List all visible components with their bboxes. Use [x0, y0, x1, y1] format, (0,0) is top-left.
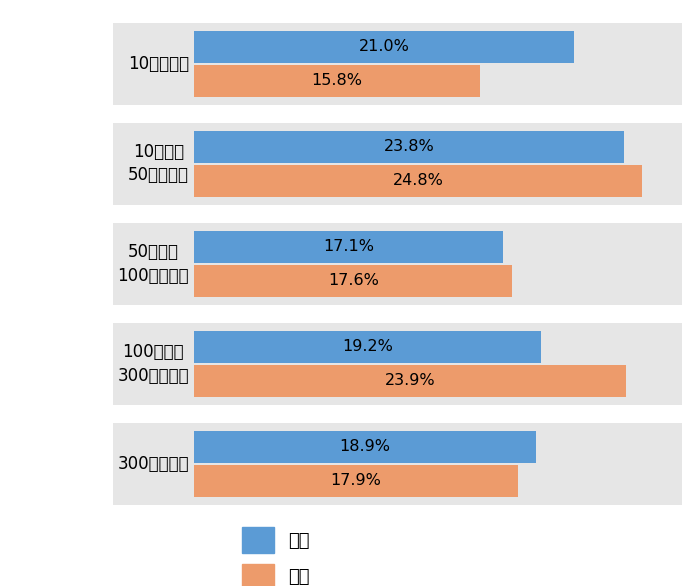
Text: 21.0%: 21.0%	[359, 39, 409, 54]
Text: 300万円以上: 300万円以上	[117, 455, 189, 473]
Bar	[194, 431, 536, 463]
Text: 100万円〜
300万円未満: 100万円〜 300万円未満	[117, 343, 189, 384]
Text: 19.2%: 19.2%	[342, 339, 393, 355]
Text: 17.1%: 17.1%	[323, 239, 374, 254]
Text: 17.6%: 17.6%	[328, 273, 379, 288]
Bar	[194, 231, 503, 263]
Bar	[194, 64, 480, 97]
Bar	[113, 122, 682, 205]
Text: 24.8%: 24.8%	[393, 173, 444, 188]
Text: 10万円〜
50万円未満: 10万円〜 50万円未満	[128, 143, 189, 185]
Text: 15.8%: 15.8%	[312, 73, 362, 88]
Text: 10万円未満: 10万円未満	[128, 54, 189, 73]
Bar	[194, 465, 518, 497]
Bar	[194, 131, 625, 163]
Text: 23.9%: 23.9%	[385, 373, 436, 389]
Bar	[113, 223, 682, 305]
Bar	[194, 364, 626, 397]
Bar	[194, 30, 574, 63]
Bar	[194, 331, 541, 363]
Bar	[194, 165, 643, 197]
Legend: 男性, 女性: 男性, 女性	[242, 527, 310, 586]
Text: 50万円〜
100万円未満: 50万円〜 100万円未満	[117, 243, 189, 284]
Text: 23.8%: 23.8%	[384, 139, 434, 154]
Bar	[113, 323, 682, 405]
Text: 17.9%: 17.9%	[330, 473, 382, 488]
Bar	[113, 423, 682, 505]
Bar	[194, 265, 512, 297]
Text: 18.9%: 18.9%	[339, 440, 391, 454]
Bar	[113, 23, 682, 105]
